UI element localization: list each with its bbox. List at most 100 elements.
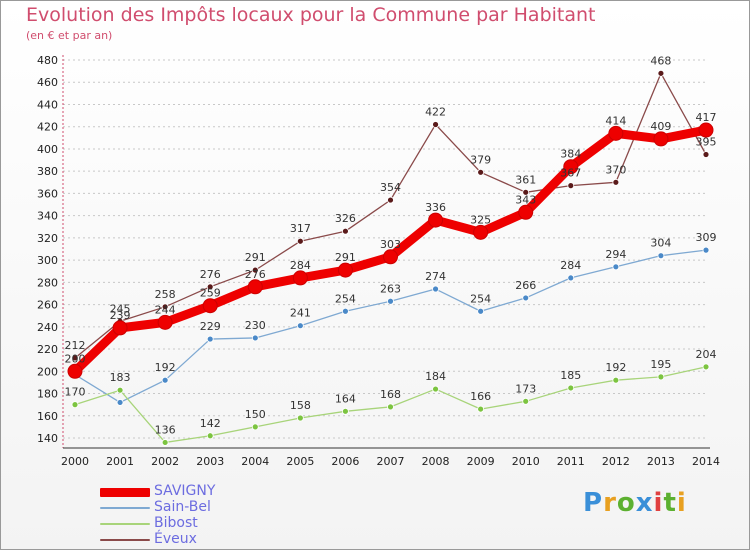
data-point: [251, 266, 259, 274]
y-tick-label: 300: [37, 254, 58, 267]
data-point: [296, 237, 304, 245]
y-tick-label: 480: [37, 54, 58, 67]
y-tick-label: 180: [37, 388, 58, 401]
data-label: 166: [470, 390, 491, 403]
data-label: 204: [696, 348, 717, 361]
x-tick-label: 2012: [602, 455, 630, 468]
legend-label: SAVIGNY: [154, 483, 216, 499]
data-point: [296, 322, 304, 330]
data-label: 291: [335, 251, 356, 264]
data-label: 468: [650, 54, 671, 67]
data-point: [522, 397, 530, 405]
data-label: 414: [605, 114, 626, 127]
data-label: 409: [650, 120, 671, 133]
data-point: [342, 407, 349, 415]
legend-label: Éveux: [154, 531, 197, 547]
data-point: [247, 279, 263, 295]
data-label: 245: [110, 302, 131, 315]
data-label: 173: [515, 382, 536, 395]
data-point: [67, 363, 83, 379]
data-point: [477, 168, 485, 176]
data-label: 276: [200, 268, 221, 281]
data-point: [612, 178, 620, 186]
data-label: 184: [425, 370, 446, 383]
data-point: [251, 423, 259, 431]
y-tick-label: 460: [37, 76, 58, 89]
data-label: 266: [515, 279, 536, 292]
data-point: [567, 384, 575, 392]
y-tick-label: 240: [37, 321, 58, 334]
legend-swatch: [100, 507, 150, 509]
logo-letter: P: [583, 488, 604, 518]
data-point: [202, 298, 218, 314]
data-point: [518, 204, 534, 220]
y-tick-label: 340: [37, 210, 58, 223]
x-tick-label: 2001: [106, 455, 134, 468]
data-point: [157, 314, 173, 330]
y-tick-label: 380: [37, 165, 58, 178]
data-label: 422: [425, 105, 446, 118]
data-label: 241: [290, 307, 311, 320]
data-label: 367: [560, 167, 581, 180]
data-label: 274: [425, 270, 446, 283]
data-point: [702, 363, 710, 371]
y-tick-label: 160: [37, 410, 58, 423]
legend-label: Sain-Bel: [154, 499, 211, 515]
data-point: [432, 285, 439, 293]
data-point: [161, 303, 169, 311]
proxiti-logo: Proxiti: [583, 488, 687, 518]
x-tick-label: 2004: [241, 455, 269, 468]
data-point: [161, 376, 169, 384]
data-label: 284: [560, 259, 581, 272]
data-label: 136: [155, 423, 176, 436]
data-point: [337, 262, 353, 278]
data-point: [387, 403, 394, 411]
y-tick-label: 280: [37, 276, 58, 289]
data-point: [657, 252, 665, 260]
y-tick-label: 320: [37, 232, 58, 245]
data-label: 212: [65, 339, 86, 352]
x-tick-label: 2005: [286, 455, 314, 468]
data-label: 343: [515, 193, 536, 206]
data-label: 142: [200, 417, 221, 430]
data-point: [296, 414, 304, 422]
data-label: 284: [290, 259, 311, 272]
data-point: [161, 439, 169, 446]
logo-letter: t: [663, 488, 677, 518]
data-point: [342, 307, 349, 315]
logo-letter: o: [616, 488, 636, 518]
chart-subtitle: (en € et par an): [26, 29, 113, 42]
data-label: 259: [200, 287, 221, 300]
x-tick-label: 2007: [377, 455, 405, 468]
data-point: [206, 283, 214, 291]
data-point: [702, 151, 710, 158]
data-point: [608, 125, 624, 141]
x-tick-label: 2003: [196, 455, 224, 468]
data-point: [387, 297, 394, 305]
data-label: 395: [696, 136, 717, 149]
logo-letter: i: [676, 488, 687, 518]
data-label: 254: [335, 292, 356, 305]
data-label: 195: [650, 358, 671, 371]
data-label: 291: [245, 251, 266, 264]
data-label: 239: [110, 309, 131, 322]
data-point: [71, 354, 79, 362]
chart-title: Evolution des Impôts locaux pour la Comm…: [26, 4, 596, 26]
data-label: 263: [380, 282, 401, 295]
data-label: 185: [560, 369, 581, 382]
data-label: 336: [425, 201, 446, 214]
data-label: 230: [245, 319, 266, 332]
data-label: 379: [470, 153, 491, 166]
y-tick-label: 440: [37, 98, 58, 111]
data-label: 276: [245, 268, 266, 281]
x-tick-label: 2010: [512, 455, 540, 468]
data-point: [522, 188, 530, 196]
legend-swatch: [100, 488, 150, 497]
data-label: 309: [696, 231, 717, 244]
x-tick-label: 2000: [61, 455, 89, 468]
data-point: [653, 131, 669, 147]
data-point: [657, 69, 665, 77]
data-point: [116, 386, 124, 394]
x-tick-label: 2011: [557, 455, 585, 468]
